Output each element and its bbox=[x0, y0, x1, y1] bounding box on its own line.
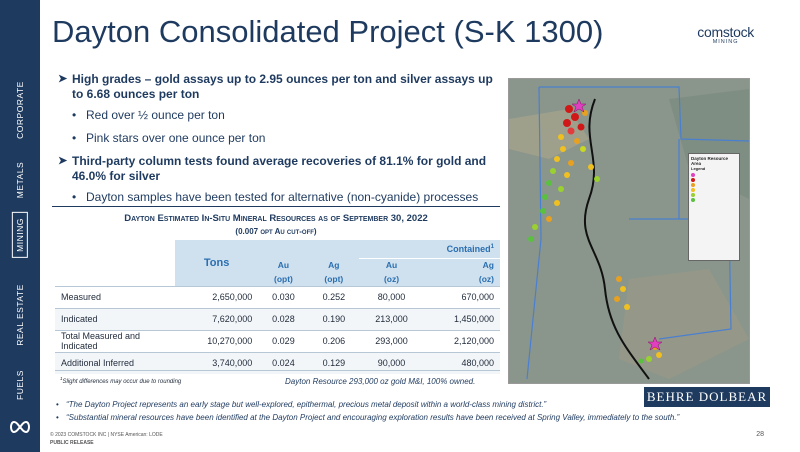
legend-title: Dayton Resource Area bbox=[691, 156, 729, 166]
table-subtitle: (0.007 opt Au cut-off) bbox=[235, 227, 317, 236]
map-legend: Dayton Resource Area Legend bbox=[688, 153, 740, 261]
col-unit-opt: (opt) bbox=[308, 272, 360, 286]
divider bbox=[55, 370, 500, 371]
sidebar-item-label: METALS bbox=[14, 161, 25, 199]
bullet-text: Red over ½ ounce per ton bbox=[86, 108, 225, 122]
col-header-contained: Contained1 bbox=[359, 240, 500, 259]
behre-dolbear-logo: BEHRE DOLBEAR bbox=[644, 387, 770, 407]
table-row: Total Measured and Indicated 10,270,000 … bbox=[55, 329, 500, 352]
table-title: Dayton Estimated In-Situ Mineral Resourc… bbox=[124, 213, 428, 224]
copyright: © 2023 COMSTOCK INC | NYSE American: LOD… bbox=[50, 432, 163, 438]
sidebar-item-label: CORPORATE bbox=[15, 81, 25, 139]
sidebar: CORPORATE METALS MINING REAL ESTATE FUEL… bbox=[0, 0, 40, 452]
sidebar-item-label: MINING bbox=[12, 212, 29, 258]
legend-dot-icon bbox=[691, 182, 695, 187]
legend-dot-icon bbox=[691, 177, 695, 182]
sidebar-item-label: REAL ESTATE bbox=[15, 284, 25, 346]
col-header-au-oz: Au bbox=[359, 258, 425, 272]
sidebar-item-metals[interactable]: METALS bbox=[0, 150, 40, 210]
bullet-text: Pink stars over one ounce per ton bbox=[86, 131, 266, 145]
legend-subtitle: Legend bbox=[691, 166, 706, 171]
dot-bullet-icon: • bbox=[72, 131, 77, 145]
dot-bullet-icon: • bbox=[56, 413, 59, 422]
legend-dot-icon bbox=[691, 192, 695, 197]
list-item: • “The Dayton Project represents an early… bbox=[56, 400, 547, 409]
col-unit-opt: (opt) bbox=[258, 272, 309, 286]
sidebar-item-label: FUELS bbox=[15, 370, 25, 400]
divider bbox=[52, 206, 500, 207]
table-row: Measured 2,650,000 0.030 0.252 80,000 67… bbox=[55, 285, 500, 308]
col-header-ag: Ag bbox=[308, 258, 360, 272]
sidebar-item-corporate[interactable]: CORPORATE bbox=[0, 70, 40, 150]
brand-logo: comstock MINING bbox=[697, 24, 754, 45]
dot-bullet-icon: • bbox=[72, 108, 77, 122]
dot-bullet-icon: • bbox=[72, 190, 77, 204]
sidebar-item-fuels[interactable]: FUELS bbox=[0, 360, 40, 410]
col-header-au: Au bbox=[258, 258, 309, 272]
list-item: • Red over ½ ounce per ton bbox=[58, 108, 498, 123]
list-item: ➤ High grades – gold assays up to 2.95 o… bbox=[58, 72, 498, 102]
arrow-bullet-icon: ➤ bbox=[58, 155, 68, 167]
legend-dot-icon bbox=[691, 197, 695, 202]
dot-bullet-icon: • bbox=[56, 400, 59, 409]
list-item: • Dayton samples have been tested for al… bbox=[58, 190, 498, 205]
legend-dot-icon bbox=[691, 187, 695, 192]
bullet-text: Dayton samples have been tested for alte… bbox=[86, 190, 479, 204]
resource-summary: Dayton Resource 293,000 oz gold M&I, 100… bbox=[285, 377, 476, 386]
sidebar-item-real-estate[interactable]: REAL ESTATE bbox=[0, 265, 40, 365]
quotes-list: • “The Dayton Project represents an early… bbox=[56, 398, 796, 424]
sidebar-item-mining[interactable]: MINING bbox=[0, 205, 40, 265]
page-number: 28 bbox=[756, 431, 764, 438]
col-unit-oz: (oz) bbox=[424, 272, 500, 286]
list-item: • Pink stars over one ounce per ton bbox=[58, 131, 498, 146]
bullet-text: High grades – gold assays up to 2.95 oun… bbox=[72, 72, 493, 101]
col-header-ag-oz: Ag bbox=[424, 258, 500, 272]
resources-table: Tons Contained1 Au Ag Au Ag (opt) (opt) … bbox=[55, 240, 500, 374]
list-item: • “Substantial mineral resources have bee… bbox=[56, 413, 680, 422]
page-title: Dayton Consolidated Project (S-K 1300) bbox=[52, 14, 604, 49]
public-release-label: PUBLIC RELEASE bbox=[50, 440, 94, 446]
highlights-list: ➤ High grades – gold assays up to 2.95 o… bbox=[58, 72, 498, 213]
table-row: Indicated 7,620,000 0.028 0.190 213,000 … bbox=[55, 307, 500, 330]
brand-name: comstock bbox=[697, 24, 754, 40]
col-unit-oz: (oz) bbox=[359, 272, 425, 286]
col-header-tons: Tons bbox=[175, 240, 259, 286]
arrow-bullet-icon: ➤ bbox=[58, 73, 68, 85]
bullet-text: Third-party column tests found average r… bbox=[72, 154, 487, 183]
brand-sub: MINING bbox=[712, 39, 739, 45]
table-footnote: 1Slight differences may occur due to rou… bbox=[60, 376, 182, 385]
list-item: ➤ Third-party column tests found average… bbox=[58, 154, 498, 184]
infinity-logo-icon bbox=[10, 420, 30, 434]
legend-star-icon bbox=[691, 172, 695, 177]
table-row: Additional Inferred 3,740,000 0.024 0.12… bbox=[55, 351, 500, 374]
